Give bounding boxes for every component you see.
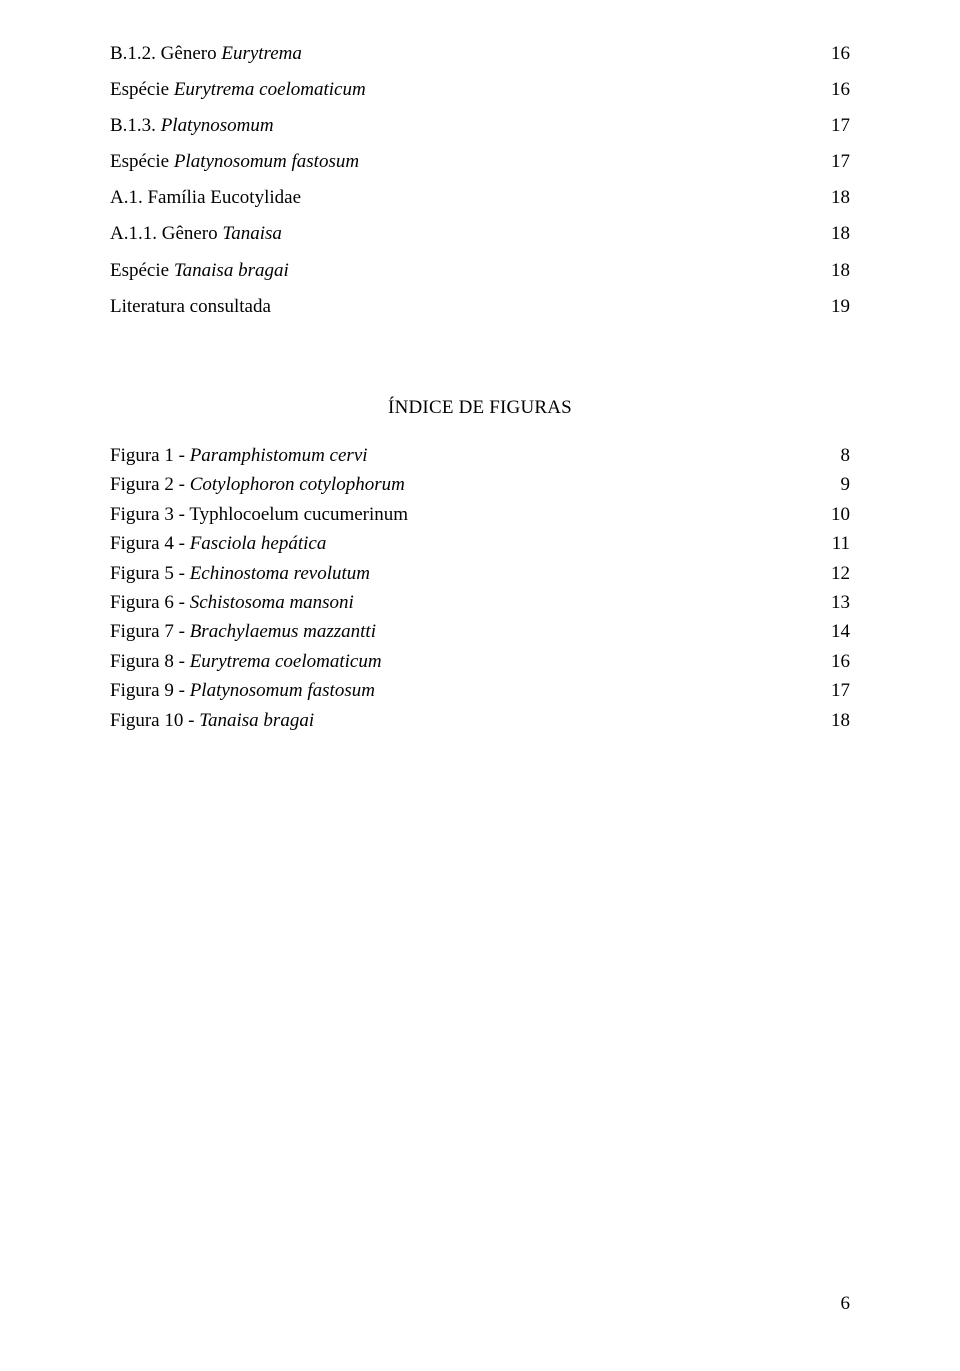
figure-page: 17: [831, 676, 850, 705]
figure-label: Figura 6 - Schistosoma mansoni: [110, 588, 354, 617]
figure-label: Figura 4 - Fasciola hepática: [110, 529, 326, 558]
figure-label: Figura 5 - Echinostoma revolutum: [110, 559, 370, 588]
toc-label: A.1.1. Gênero Tanaisa: [110, 216, 282, 252]
figures-index-title: ÍNDICE DE FIGURAS: [110, 397, 850, 419]
toc-label-plain: Espécie: [110, 260, 174, 281]
figure-label-plain: Figura 3 - Typhlocoelum cucumerinum: [110, 504, 408, 525]
figure-label-italic: Cotylophoron cotylophorum: [190, 474, 405, 495]
figure-label: Figura 2 - Cotylophoron cotylophorum: [110, 470, 405, 499]
figure-page: 10: [831, 500, 850, 529]
figure-label-plain: Figura 7 -: [110, 621, 190, 642]
toc-label-plain: A.1. Família Eucotylidae: [110, 187, 301, 208]
figure-entry: Figura 7 - Brachylaemus mazzantti 14: [110, 617, 850, 646]
toc-label: Literatura consultada: [110, 289, 271, 325]
figures-section: Figura 1 - Paramphistomum cervi 8 Figura…: [110, 441, 850, 735]
figure-entry: Figura 1 - Paramphistomum cervi 8: [110, 441, 850, 470]
toc-label-italic: Platynosomum: [161, 115, 274, 136]
figure-page: 11: [832, 529, 850, 558]
figure-label-italic: Brachylaemus mazzantti: [190, 621, 376, 642]
figure-entry: Figura 5 - Echinostoma revolutum 12: [110, 559, 850, 588]
figure-entry: Figura 10 - Tanaisa bragai 18: [110, 706, 850, 735]
toc-label-italic: Platynosomum fastosum: [174, 151, 359, 172]
toc-label-plain: A.1.1. Gênero: [110, 223, 222, 244]
toc-label: B.1.2. Gênero Eurytrema: [110, 36, 302, 72]
toc-entry: B.1.2. Gênero Eurytrema 16: [110, 36, 850, 72]
figure-label: Figura 1 - Paramphistomum cervi: [110, 441, 368, 470]
toc-label-plain: Literatura consultada: [110, 296, 271, 317]
figure-label: Figura 3 - Typhlocoelum cucumerinum: [110, 500, 408, 529]
toc-label-plain: Espécie: [110, 79, 174, 100]
toc-page: 18: [831, 253, 850, 289]
figure-entry: Figura 8 - Eurytrema coelomaticum 16: [110, 647, 850, 676]
figure-label-italic: Eurytrema coelomaticum: [190, 651, 382, 672]
toc-label-plain: B.1.3.: [110, 115, 161, 136]
figure-page: 9: [841, 470, 851, 499]
figure-label-italic: Fasciola hepática: [190, 533, 327, 554]
toc-page: 16: [831, 72, 850, 108]
figure-label-italic: Platynosomum fastosum: [190, 680, 375, 701]
toc-page: 16: [831, 36, 850, 72]
toc-label: Espécie Platynosomum fastosum: [110, 144, 359, 180]
toc-label-italic: Tanaisa: [222, 223, 282, 244]
figure-label-plain: Figura 4 -: [110, 533, 190, 554]
toc-page: 19: [831, 289, 850, 325]
figure-entry: Figura 3 - Typhlocoelum cucumerinum 10: [110, 500, 850, 529]
figure-label: Figura 10 - Tanaisa bragai: [110, 706, 314, 735]
figure-entry: Figura 2 - Cotylophoron cotylophorum 9: [110, 470, 850, 499]
figure-label-italic: Echinostoma revolutum: [190, 563, 370, 584]
toc-entry: Espécie Platynosomum fastosum 17: [110, 144, 850, 180]
figure-label: Figura 7 - Brachylaemus mazzantti: [110, 617, 376, 646]
toc-label-italic: Eurytrema coelomaticum: [174, 79, 366, 100]
toc-entry: Espécie Tanaisa bragai 18: [110, 253, 850, 289]
toc-entry: Literatura consultada 19: [110, 289, 850, 325]
figure-page: 8: [841, 441, 851, 470]
figure-page: 16: [831, 647, 850, 676]
figure-entry: Figura 4 - Fasciola hepática 11: [110, 529, 850, 558]
figure-label-plain: Figura 9 -: [110, 680, 190, 701]
toc-entry: A.1.1. Gênero Tanaisa 18: [110, 216, 850, 252]
figure-label-plain: Figura 6 -: [110, 592, 190, 613]
figure-label-plain: Figura 8 -: [110, 651, 190, 672]
toc-label-italic: Tanaisa bragai: [174, 260, 289, 281]
figure-label-plain: Figura 2 -: [110, 474, 190, 495]
figure-page: 13: [831, 588, 850, 617]
toc-page: 17: [831, 108, 850, 144]
figure-label-italic: Paramphistomum cervi: [190, 445, 368, 466]
figure-label-italic: Schistosoma mansoni: [190, 592, 354, 613]
figure-label-plain: Figura 1 -: [110, 445, 190, 466]
toc-label: Espécie Eurytrema coelomaticum: [110, 72, 366, 108]
figure-page: 18: [831, 706, 850, 735]
figure-label-plain: Figura 10 -: [110, 710, 199, 731]
toc-label-plain: Espécie: [110, 151, 174, 172]
toc-label-italic: Eurytrema: [221, 43, 302, 64]
toc-entry: Espécie Eurytrema coelomaticum 16: [110, 72, 850, 108]
toc-section: B.1.2. Gênero Eurytrema 16 Espécie Euryt…: [110, 36, 850, 325]
toc-label: A.1. Família Eucotylidae: [110, 180, 301, 216]
figure-entry: Figura 6 - Schistosoma mansoni 13: [110, 588, 850, 617]
toc-page: 18: [831, 216, 850, 252]
toc-page: 18: [831, 180, 850, 216]
toc-label: Espécie Tanaisa bragai: [110, 253, 289, 289]
figure-label: Figura 8 - Eurytrema coelomaticum: [110, 647, 382, 676]
figure-page: 14: [831, 617, 850, 646]
toc-page: 17: [831, 144, 850, 180]
figure-page: 12: [831, 559, 850, 588]
toc-entry: A.1. Família Eucotylidae 18: [110, 180, 850, 216]
figure-label-italic: Tanaisa bragai: [199, 710, 314, 731]
toc-entry: B.1.3. Platynosomum 17: [110, 108, 850, 144]
toc-label-plain: B.1.2. Gênero: [110, 43, 221, 64]
figure-label-plain: Figura 5 -: [110, 563, 190, 584]
page-number: 6: [841, 1293, 851, 1315]
figure-label: Figura 9 - Platynosomum fastosum: [110, 676, 375, 705]
toc-label: B.1.3. Platynosomum: [110, 108, 274, 144]
figure-entry: Figura 9 - Platynosomum fastosum 17: [110, 676, 850, 705]
